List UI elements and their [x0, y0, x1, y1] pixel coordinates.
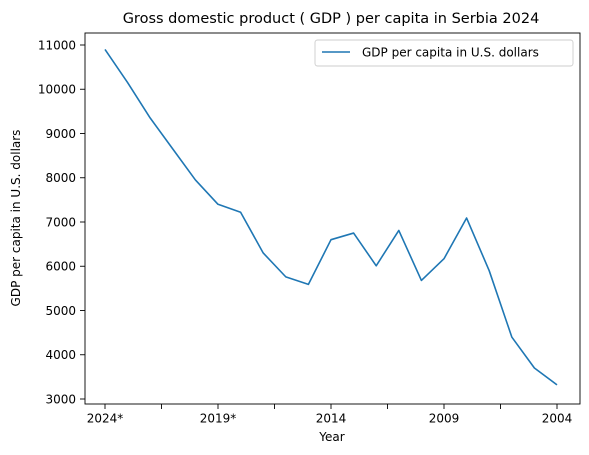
- y-tick-label: 8000: [45, 171, 76, 185]
- x-tick-label: 2024*: [87, 412, 124, 426]
- x-axis-ticks: 2024* 2019* 2014 2009 2004: [87, 404, 573, 426]
- y-tick-label: 9000: [45, 127, 76, 141]
- x-tick-label: 2009: [429, 412, 460, 426]
- y-tick-label: 5000: [45, 304, 76, 318]
- y-tick-label: 3000: [45, 392, 76, 406]
- y-tick-label: 10000: [38, 83, 76, 97]
- x-tick-label: 2004: [542, 412, 573, 426]
- legend: GDP per capita in U.S. dollars: [314, 39, 574, 67]
- plot-area: [84, 32, 581, 405]
- x-axis-label: Year: [318, 430, 344, 444]
- y-tick-label: 6000: [45, 260, 76, 274]
- y-axis-label: GDP per capita in U.S. dollars: [9, 130, 23, 307]
- legend-label: GDP per capita in U.S. dollars: [362, 46, 539, 60]
- y-axis-ticks: 3000 4000 5000 6000 7000 8000 9000 10000 11000: [38, 38, 85, 406]
- y-tick-label: 7000: [45, 215, 76, 229]
- y-tick-label: 4000: [45, 348, 76, 362]
- y-tick-label: 11000: [38, 38, 76, 52]
- x-tick-label: 2014: [316, 412, 347, 426]
- x-tick-label: 2019*: [200, 412, 237, 426]
- legend-box: [314, 39, 574, 67]
- chart-title: Gross domestic product ( GDP ) per capit…: [123, 11, 540, 27]
- series-line-gdp-per-capita: [104, 48, 558, 386]
